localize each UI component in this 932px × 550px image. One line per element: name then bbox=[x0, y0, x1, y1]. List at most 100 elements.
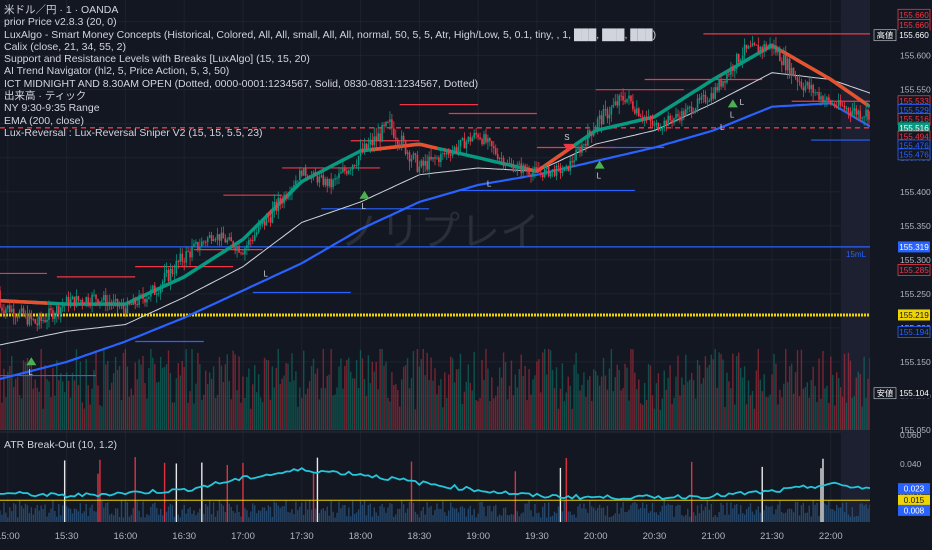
volume-bar bbox=[630, 349, 632, 430]
candle-body bbox=[361, 148, 364, 153]
candle-body bbox=[606, 109, 609, 119]
atr-bar bbox=[42, 508, 44, 522]
atr-bar bbox=[18, 500, 21, 522]
indicator-legend[interactable]: 米ドル／円 · 1 · OANDA prior Price v2.8.3 (20,… bbox=[4, 4, 656, 139]
legend-item[interactable]: Support and Resistance Levels with Break… bbox=[4, 53, 310, 66]
volume-bar bbox=[712, 359, 714, 430]
atr-bar bbox=[606, 505, 609, 522]
atr-bar bbox=[430, 506, 432, 522]
atr-bar bbox=[841, 502, 844, 522]
atr-bar bbox=[596, 507, 599, 522]
legend-item[interactable]: AI Trend Navigator (hl2, 5, Price Action… bbox=[4, 65, 230, 78]
candle-body bbox=[101, 300, 103, 302]
atr-bar bbox=[114, 508, 117, 522]
volume-bar bbox=[638, 379, 640, 430]
candle-body bbox=[657, 123, 660, 131]
atr-bar bbox=[265, 510, 268, 522]
atr-bar bbox=[207, 506, 209, 522]
legend-item[interactable]: EMA (200, close) bbox=[4, 114, 84, 127]
volume-bar bbox=[457, 369, 460, 430]
atr-bar bbox=[44, 504, 46, 522]
candle-body bbox=[65, 296, 68, 304]
volume-bar bbox=[144, 382, 146, 430]
atr-bar bbox=[745, 509, 748, 522]
candle-body bbox=[208, 235, 211, 238]
candle-body bbox=[471, 137, 474, 142]
volume-bar bbox=[179, 375, 181, 430]
candle-body bbox=[424, 160, 427, 166]
legend-item[interactable]: LuxAlgo - Smart Money Concepts (Historic… bbox=[4, 28, 657, 41]
time-tick: 17:30 bbox=[290, 531, 314, 542]
candle-body bbox=[77, 296, 80, 301]
volume-bar bbox=[612, 391, 615, 430]
volume-bar bbox=[453, 382, 456, 430]
atr-bar bbox=[346, 516, 348, 522]
candle-body bbox=[134, 298, 137, 305]
volume-bar bbox=[783, 383, 785, 430]
atr-bar bbox=[743, 514, 746, 522]
volume-bar bbox=[212, 366, 215, 430]
candle-body bbox=[385, 121, 387, 127]
atr-bar bbox=[306, 509, 309, 522]
legend-item[interactable]: prior Price v2.8.3 (20, 0) bbox=[4, 16, 117, 29]
legend-item[interactable]: Calix (close, 21, 34, 55, 2) bbox=[4, 40, 126, 53]
candle-body bbox=[438, 157, 440, 162]
volume-bar bbox=[741, 377, 744, 430]
candle-body bbox=[671, 120, 673, 123]
candle-body bbox=[373, 136, 376, 146]
volume-bar bbox=[181, 360, 183, 430]
candle-body bbox=[777, 50, 779, 53]
atr-bar bbox=[698, 513, 701, 522]
volume-bar bbox=[465, 381, 468, 430]
volume-bar bbox=[736, 355, 738, 430]
atr-breakout-legend[interactable]: ATR Break-Out (10, 1.2) bbox=[4, 439, 118, 451]
candles[interactable] bbox=[0, 35, 871, 332]
candle-body bbox=[634, 109, 636, 114]
volume-bar bbox=[414, 409, 417, 430]
atr-bar bbox=[810, 516, 812, 522]
legend-item[interactable]: Lux-Reversal : Lux-Reversal Sniper V2 (1… bbox=[4, 126, 263, 139]
volume-bar bbox=[512, 395, 515, 430]
legend-item[interactable]: 出来高 · ティック bbox=[4, 90, 87, 103]
volume-bar bbox=[665, 389, 667, 430]
atr-bar bbox=[205, 504, 207, 522]
candle-body bbox=[802, 87, 805, 91]
atr-bar bbox=[465, 516, 468, 522]
volume-bar bbox=[5, 397, 7, 430]
candle-body bbox=[487, 138, 489, 143]
volume-bar bbox=[169, 373, 172, 430]
volume-bar bbox=[13, 386, 15, 430]
candle-body bbox=[467, 136, 470, 142]
atr-bar bbox=[585, 508, 587, 522]
candle-body bbox=[167, 269, 170, 282]
candle-body bbox=[226, 239, 229, 243]
legend-item[interactable]: NY 9:30-9:35 Range bbox=[4, 102, 100, 115]
candle-body bbox=[551, 169, 554, 172]
candle-body bbox=[712, 93, 715, 99]
candle-body bbox=[686, 107, 689, 110]
candle-body bbox=[786, 58, 789, 71]
candle-body bbox=[516, 164, 519, 170]
atr-bar bbox=[777, 504, 779, 522]
volume-bar bbox=[524, 365, 526, 430]
volume-bar bbox=[75, 349, 78, 430]
legend-item[interactable]: ICT MIDNIGHT AND 8.30AM OPEN (Dotted, 00… bbox=[4, 77, 479, 90]
candle-body bbox=[32, 319, 35, 320]
candle-body bbox=[379, 133, 381, 142]
volume-bar bbox=[518, 369, 520, 430]
candle-body bbox=[524, 165, 526, 170]
price-tag-label-bg bbox=[873, 387, 897, 400]
candle-body bbox=[765, 44, 767, 50]
volume-bar bbox=[473, 351, 475, 430]
symbol-title[interactable]: 米ドル／円 · 1 · OANDA bbox=[4, 4, 119, 16]
atr-bar bbox=[587, 512, 589, 522]
candle-body bbox=[120, 304, 123, 306]
volume-bar bbox=[549, 350, 552, 430]
volume-bar bbox=[485, 349, 487, 430]
candle-body bbox=[140, 294, 142, 296]
atr-bar bbox=[402, 504, 405, 522]
volume-bar bbox=[865, 397, 867, 430]
atr-bar bbox=[110, 513, 113, 522]
atr-bar bbox=[594, 510, 597, 522]
